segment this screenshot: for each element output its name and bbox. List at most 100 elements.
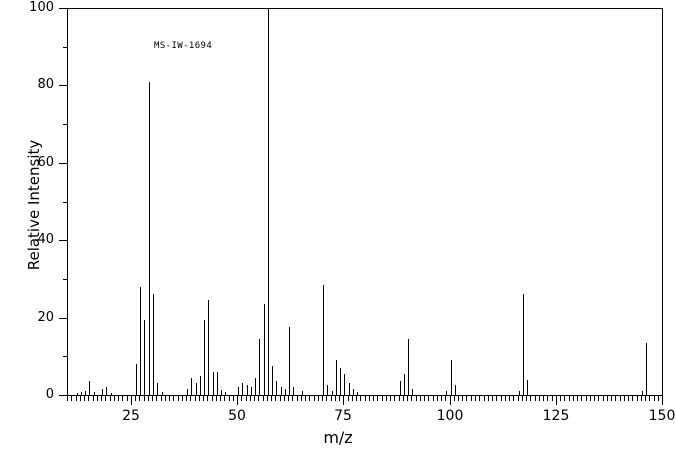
y-tick-minor — [63, 47, 67, 48]
x-tick-minor — [535, 396, 536, 401]
x-tick-minor — [139, 396, 140, 401]
peak-bar — [77, 392, 78, 395]
x-tick-minor — [314, 396, 315, 401]
x-tick-minor — [122, 396, 123, 401]
peak-bar — [111, 392, 112, 395]
peak-bar — [238, 387, 239, 395]
x-tick-minor — [369, 396, 370, 401]
x-tick-minor — [203, 396, 204, 401]
peak-bar — [357, 391, 358, 395]
y-tick-major — [59, 395, 67, 396]
y-tick-label: 40 — [37, 232, 54, 247]
x-tick-minor — [190, 396, 191, 401]
x-tick-label: 25 — [122, 408, 140, 424]
x-tick-minor — [305, 396, 306, 401]
x-tick-minor — [543, 396, 544, 401]
x-tick-minor — [598, 396, 599, 401]
peak-bar — [259, 338, 260, 395]
x-tick-minor — [649, 396, 650, 401]
x-tick-minor — [365, 396, 366, 401]
peak-bar — [264, 304, 265, 395]
x-tick-minor — [229, 396, 230, 401]
y-tick-major — [59, 8, 67, 9]
peak-bar — [400, 381, 401, 395]
peak-bar — [102, 389, 103, 395]
x-tick-minor — [577, 396, 578, 401]
x-tick-minor — [207, 396, 208, 401]
x-tick-minor — [471, 396, 472, 401]
y-axis-title: Relative Intensity — [25, 139, 43, 271]
peak-bar — [213, 371, 214, 395]
x-tick-minor — [399, 396, 400, 401]
x-tick-minor — [224, 396, 225, 401]
x-tick-minor — [110, 396, 111, 401]
x-tick-minor — [632, 396, 633, 401]
x-tick-minor — [509, 396, 510, 401]
x-tick-minor — [552, 396, 553, 401]
peak-bar — [81, 391, 82, 395]
peak-bar — [404, 373, 405, 395]
x-tick-minor — [581, 396, 582, 401]
x-tick-minor — [292, 396, 293, 401]
x-tick-minor — [88, 396, 89, 401]
peak-bar — [646, 342, 647, 395]
x-tick-major — [237, 396, 238, 405]
peak-bar — [144, 319, 145, 395]
x-tick-minor — [479, 396, 480, 401]
x-tick-minor — [258, 396, 259, 401]
peak-bar — [255, 377, 256, 395]
peak-bar — [200, 375, 201, 395]
x-tick-minor — [454, 396, 455, 401]
peak-bar — [340, 367, 341, 395]
x-tick-minor — [433, 396, 434, 401]
peak-bar — [149, 81, 150, 395]
x-tick-minor — [594, 396, 595, 401]
x-tick-minor — [658, 396, 659, 401]
x-tick-minor — [161, 396, 162, 401]
x-tick-minor — [254, 396, 255, 401]
peak-bar — [327, 385, 328, 395]
x-tick-minor — [97, 396, 98, 401]
x-tick-label: 75 — [334, 408, 352, 424]
peak-bar — [208, 300, 209, 395]
x-tick-minor — [526, 396, 527, 401]
peak-bar — [353, 389, 354, 395]
peak-bar — [251, 387, 252, 395]
y-tick-minor — [63, 279, 67, 280]
x-tick-minor — [105, 396, 106, 401]
x-tick-major — [450, 396, 451, 405]
x-tick-minor — [394, 396, 395, 401]
x-tick-minor — [539, 396, 540, 401]
x-tick-minor — [309, 396, 310, 401]
peak-bar — [451, 360, 452, 395]
x-tick-minor — [152, 396, 153, 401]
peak-bar — [157, 383, 158, 395]
x-tick-minor — [428, 396, 429, 401]
x-tick-label: 125 — [542, 408, 570, 424]
y-tick-minor — [63, 202, 67, 203]
y-tick-label: 0 — [45, 387, 54, 402]
x-tick-minor — [173, 396, 174, 401]
y-tick-label: 60 — [37, 155, 54, 170]
x-tick-minor — [301, 396, 302, 401]
peak-bar — [136, 364, 137, 395]
peak-bar — [204, 319, 205, 395]
x-tick-minor — [569, 396, 570, 401]
x-tick-minor — [233, 396, 234, 401]
x-tick-minor — [620, 396, 621, 401]
x-tick-minor — [416, 396, 417, 401]
x-tick-minor — [492, 396, 493, 401]
x-tick-minor — [322, 396, 323, 401]
peak-bar — [106, 387, 107, 395]
peak-bar — [455, 385, 456, 395]
x-tick-minor — [339, 396, 340, 401]
x-tick-major — [343, 396, 344, 405]
x-tick-minor — [586, 396, 587, 401]
x-tick-minor — [458, 396, 459, 401]
x-tick-minor — [71, 396, 72, 401]
peak-bar — [140, 286, 141, 395]
x-tick-minor — [101, 396, 102, 401]
x-tick-minor — [564, 396, 565, 401]
x-tick-minor — [607, 396, 608, 401]
